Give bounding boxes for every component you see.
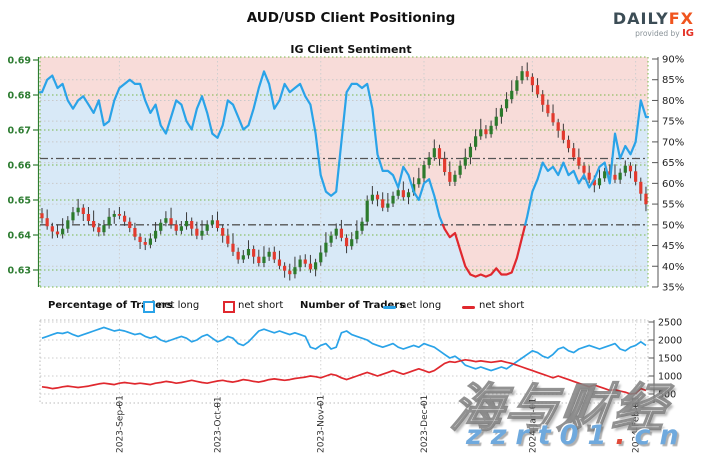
svg-text:70%: 70% — [662, 137, 684, 148]
svg-text:2023-Dec-01: 2023-Dec-01 — [420, 395, 430, 453]
page-title: AUD/USD Client Positioning — [246, 10, 456, 26]
num-net-long-label: net long — [400, 300, 442, 311]
dailyfx-logo: DAILYFX provided by IG — [613, 10, 694, 39]
svg-text:2023-Nov-01: 2023-Nov-01 — [317, 395, 327, 453]
pct-net-short-label: net short — [238, 300, 284, 311]
num-net-short-swatch — [462, 306, 475, 309]
svg-text:0.67: 0.67 — [8, 126, 31, 137]
svg-text:0.69: 0.69 — [8, 56, 31, 67]
svg-text:40%: 40% — [662, 262, 684, 273]
svg-text:1500: 1500 — [658, 354, 682, 365]
svg-text:2000: 2000 — [658, 336, 682, 347]
ig-logo: IG — [682, 27, 694, 39]
svg-text:60%: 60% — [662, 179, 684, 190]
num-net-long-swatch — [383, 306, 396, 309]
logo-fx-text: FX — [668, 9, 694, 28]
num-net-short-label: net short — [479, 300, 525, 311]
svg-text:65%: 65% — [662, 158, 684, 169]
legend-number-group-label: Number of Traders — [300, 300, 406, 311]
svg-text:55%: 55% — [662, 200, 684, 211]
svg-text:0.64: 0.64 — [8, 231, 32, 242]
svg-text:75%: 75% — [662, 117, 684, 128]
svg-text:500: 500 — [658, 390, 676, 401]
svg-text:2023-Sep-01: 2023-Sep-01 — [115, 395, 125, 453]
pct-net-short-swatch — [223, 301, 235, 313]
svg-text:2024-Feb-01: 2024-Feb-01 — [632, 396, 642, 453]
svg-text:45%: 45% — [662, 241, 684, 252]
svg-text:85%: 85% — [662, 75, 684, 86]
svg-text:0.66: 0.66 — [8, 161, 32, 172]
legend-percentage-group-label: Percentage of Traders — [48, 300, 173, 311]
logo-daily-text: DAILY — [612, 9, 669, 28]
svg-text:80%: 80% — [662, 96, 684, 107]
provided-by-text: provided by — [635, 28, 680, 38]
chart-legend: Percentage of Traders net long net short… — [0, 298, 702, 314]
svg-text:1000: 1000 — [658, 372, 682, 383]
svg-text:2500: 2500 — [658, 318, 682, 329]
svg-text:2023-Oct-01: 2023-Oct-01 — [214, 396, 224, 453]
chart-subtitle: IG Client Sentiment — [290, 43, 412, 56]
pct-net-long-label: net long — [158, 300, 200, 311]
svg-text:35%: 35% — [662, 282, 684, 293]
logo-tagline: provided by IG — [613, 28, 694, 39]
dailyfx-wordmark: DAILYFX — [613, 10, 694, 28]
svg-text:90%: 90% — [662, 55, 684, 66]
svg-text:2024-Jan-01: 2024-Jan-01 — [528, 398, 538, 453]
svg-text:50%: 50% — [662, 220, 684, 231]
pct-net-long-swatch — [143, 301, 155, 313]
svg-text:0.68: 0.68 — [8, 91, 32, 102]
svg-text:0.65: 0.65 — [8, 196, 31, 207]
svg-text:0.63: 0.63 — [8, 266, 31, 277]
